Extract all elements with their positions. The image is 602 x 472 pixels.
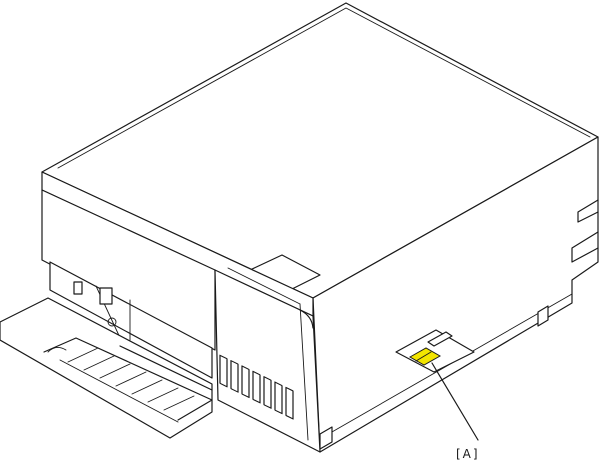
- callout-label-a: [A]: [456, 447, 480, 461]
- output-tray: [0, 297, 213, 439]
- ink-tank-windows: [219, 354, 294, 420]
- yellow-highlight: [408, 347, 442, 366]
- front-opening: [49, 261, 213, 379]
- highlighted-part-a: [408, 347, 442, 366]
- label-location: [395, 329, 475, 373]
- callout-leader-line: [431, 362, 479, 441]
- rear-foot: [537, 305, 549, 327]
- printer-front: [41, 171, 321, 453]
